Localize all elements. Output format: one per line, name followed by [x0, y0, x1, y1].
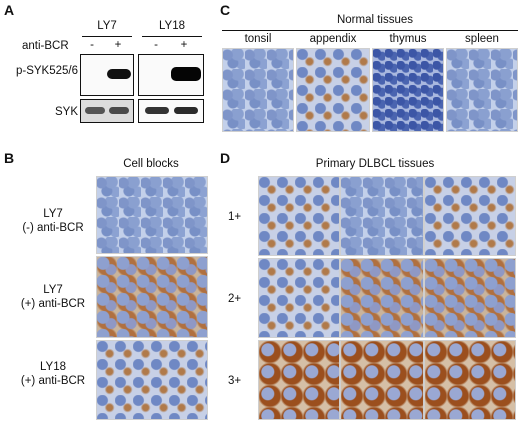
- blot-group-ly7: LY7: [97, 20, 117, 32]
- dlbcl-image-2plus-c: [424, 258, 516, 338]
- dlbcl-image-2plus-a: [258, 258, 340, 338]
- cellblock-label-3: LY18 (+) anti-BCR: [10, 360, 96, 388]
- blot-group-ly18: LY18: [158, 20, 185, 32]
- tissue-image-tonsil: [222, 48, 294, 132]
- blot-psyk-ly7: [80, 54, 134, 96]
- cellblock-label-1-line1: LY7: [43, 208, 63, 220]
- tissue-label-appendix: appendix: [309, 33, 357, 45]
- tissue-label-spleen: spleen: [465, 33, 499, 45]
- cellblock-label-3-line1: LY18: [39, 361, 66, 373]
- group-line-ly7: [82, 36, 132, 37]
- panel-a-label: A: [4, 2, 15, 18]
- cellblock-label-2-line1: LY7: [43, 284, 63, 296]
- cellblock-label-2-line2: (+) anti-BCR: [20, 298, 86, 310]
- blot-psyk-ly18: [138, 54, 204, 96]
- panel-b-label: B: [4, 150, 15, 166]
- blot-syk-ly18: [138, 99, 204, 123]
- panel-c-label: C: [220, 2, 231, 18]
- panel-c-title-line: [222, 30, 518, 31]
- tissue-image-spleen: [446, 48, 518, 132]
- band-syk-ly7-plus: [109, 107, 129, 114]
- sign-ly18-minus: -: [154, 39, 158, 51]
- score-label-2: 2+: [228, 293, 242, 305]
- cellblock-image-ly7-neg: [96, 176, 208, 254]
- band-psyk-ly18-plus: [171, 67, 201, 81]
- dlbcl-image-3plus-a: [258, 340, 340, 420]
- tissue-label-thymus: thymus: [389, 33, 427, 45]
- tissue-label-tonsil: tonsil: [244, 33, 272, 45]
- dlbcl-image-1plus-c: [424, 176, 516, 256]
- panel-b-title: Cell blocks: [123, 158, 179, 170]
- score-label-3: 3+: [228, 375, 242, 387]
- cellblock-image-ly7-pos: [96, 256, 208, 338]
- sign-ly7-minus: -: [90, 39, 94, 51]
- row-label-psyk: p-SYK525/6: [15, 65, 78, 77]
- group-line-ly18: [142, 36, 202, 37]
- cellblock-label-2: LY7 (+) anti-BCR: [10, 283, 96, 311]
- band-syk-ly18-plus: [174, 107, 198, 114]
- blot-syk-ly7: [80, 99, 134, 123]
- dlbcl-image-2plus-b: [340, 258, 424, 338]
- band-syk-ly7-minus: [85, 107, 105, 114]
- sign-ly18-plus: +: [180, 39, 188, 51]
- row-label-syk: SYK: [54, 106, 78, 118]
- score-label-1: 1+: [228, 211, 242, 223]
- tissue-image-appendix: [296, 48, 370, 132]
- sign-ly7-plus: +: [114, 39, 122, 51]
- panel-d-title: Primary DLBCL tissues: [315, 158, 435, 170]
- panel-c-title: Normal tissues: [336, 14, 414, 26]
- cellblock-label-1: LY7 (-) anti-BCR: [10, 207, 96, 235]
- band-syk-ly18-minus: [145, 107, 169, 114]
- treatment-label: anti-BCR: [22, 40, 69, 52]
- dlbcl-image-1plus-a: [258, 176, 340, 256]
- cellblock-label-3-line2: (+) anti-BCR: [20, 375, 86, 387]
- dlbcl-image-1plus-b: [340, 176, 424, 256]
- cellblock-image-ly18-pos: [96, 340, 208, 420]
- dlbcl-image-3plus-c: [424, 340, 516, 420]
- panel-d-label: D: [220, 150, 231, 166]
- dlbcl-image-3plus-b: [340, 340, 424, 420]
- tissue-image-thymus: [372, 48, 444, 132]
- band-psyk-ly7-plus: [107, 69, 131, 79]
- cellblock-label-1-line2: (-) anti-BCR: [22, 222, 84, 234]
